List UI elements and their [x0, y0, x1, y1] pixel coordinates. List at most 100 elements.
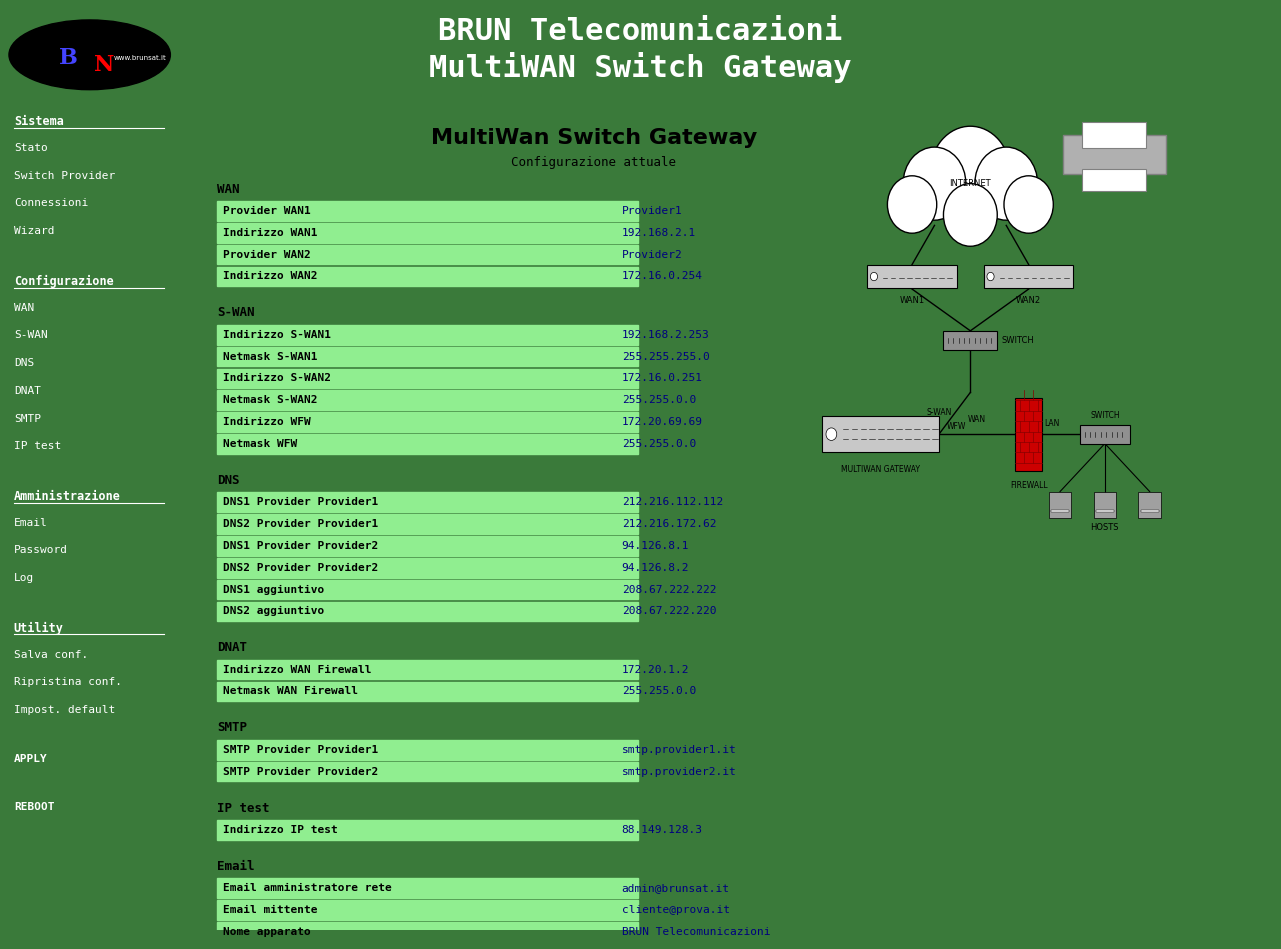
Text: Provider2: Provider2: [621, 250, 683, 260]
Bar: [218, 493, 638, 512]
Text: 208.67.222.220: 208.67.222.220: [621, 606, 716, 616]
Text: N: N: [94, 54, 114, 76]
Text: S-WAN: S-WAN: [218, 307, 255, 319]
Text: Email amministratore rete: Email amministratore rete: [223, 884, 392, 893]
Text: DNS2 Provider Provider2: DNS2 Provider Provider2: [223, 563, 378, 572]
Circle shape: [826, 428, 836, 440]
Text: Connessioni: Connessioni: [14, 198, 88, 209]
Circle shape: [870, 272, 877, 281]
Bar: [218, 514, 638, 534]
Text: SMTP Provider Provider1: SMTP Provider Provider1: [223, 745, 378, 754]
Bar: [218, 681, 638, 701]
Text: smtp.provider2.it: smtp.provider2.it: [621, 767, 737, 776]
Text: www.brunsat.it: www.brunsat.it: [114, 55, 167, 61]
Bar: [218, 223, 638, 243]
Text: Indirizzo WAN2: Indirizzo WAN2: [223, 271, 318, 282]
Bar: [1082, 170, 1146, 191]
Text: Indirizzo IP test: Indirizzo IP test: [223, 825, 338, 835]
Circle shape: [943, 184, 997, 247]
Text: Provider WAN2: Provider WAN2: [223, 250, 310, 260]
Text: DNS1 Provider Provider1: DNS1 Provider Provider1: [223, 497, 378, 507]
Text: Email mittente: Email mittente: [223, 905, 318, 915]
Bar: [218, 922, 638, 941]
Bar: [1080, 425, 1130, 443]
Text: MultiWAN Switch Gateway: MultiWAN Switch Gateway: [429, 52, 852, 84]
Bar: [867, 265, 957, 288]
Text: SWITCH: SWITCH: [1090, 411, 1120, 419]
Text: 208.67.222.222: 208.67.222.222: [621, 585, 716, 594]
Text: SMTP: SMTP: [14, 414, 41, 423]
Text: 88.149.128.3: 88.149.128.3: [621, 825, 703, 835]
Bar: [218, 879, 638, 898]
Text: Log: Log: [14, 573, 35, 583]
Text: DNS: DNS: [14, 358, 35, 368]
Text: Netmask S-WAN2: Netmask S-WAN2: [223, 395, 318, 405]
Bar: [218, 390, 638, 410]
Bar: [218, 558, 638, 578]
Text: Configurazione: Configurazione: [14, 275, 114, 288]
Text: WAN: WAN: [14, 303, 35, 312]
Text: BRUN Telecomunicazioni: BRUN Telecomunicazioni: [438, 17, 843, 47]
Ellipse shape: [9, 20, 170, 90]
Text: 94.126.8.1: 94.126.8.1: [621, 541, 689, 550]
Text: Amministrazione: Amministrazione: [14, 490, 120, 503]
Text: MultiWan Switch Gateway: MultiWan Switch Gateway: [430, 128, 757, 148]
Bar: [218, 245, 638, 265]
Text: DNS2 Provider Provider1: DNS2 Provider Provider1: [223, 519, 378, 529]
Text: Salva conf.: Salva conf.: [14, 649, 88, 660]
Bar: [218, 580, 638, 600]
Text: FIREWALL: FIREWALL: [1009, 481, 1048, 490]
Text: 192.168.2.253: 192.168.2.253: [621, 329, 710, 340]
Text: Netmask S-WAN1: Netmask S-WAN1: [223, 351, 318, 362]
Text: HOSTS: HOSTS: [1090, 523, 1120, 531]
Text: DNS1 Provider Provider2: DNS1 Provider Provider2: [223, 541, 378, 550]
Text: 172.20.1.2: 172.20.1.2: [621, 664, 689, 675]
Bar: [218, 368, 638, 388]
Bar: [218, 412, 638, 432]
Text: Email: Email: [218, 860, 255, 873]
Bar: [218, 660, 638, 679]
Text: WAN: WAN: [218, 182, 240, 195]
Text: admin@brunsat.it: admin@brunsat.it: [621, 884, 730, 893]
Text: SMTP: SMTP: [218, 721, 247, 735]
Bar: [218, 267, 638, 287]
Text: Netmask WAN Firewall: Netmask WAN Firewall: [223, 686, 357, 697]
Text: Provider1: Provider1: [621, 206, 683, 216]
Text: REBOOT: REBOOT: [14, 802, 54, 812]
Bar: [218, 325, 638, 344]
Bar: [218, 602, 638, 622]
Bar: [1063, 136, 1166, 174]
Text: Indirizzo S-WAN2: Indirizzo S-WAN2: [223, 373, 330, 383]
Text: Netmask WFW: Netmask WFW: [223, 438, 297, 449]
Bar: [1141, 510, 1159, 512]
Text: smtp.provider1.it: smtp.provider1.it: [621, 745, 737, 754]
Text: APPLY: APPLY: [14, 754, 47, 764]
Text: Sistema: Sistema: [14, 116, 64, 128]
Bar: [218, 820, 638, 840]
Text: Indirizzo WFW: Indirizzo WFW: [223, 417, 310, 427]
Text: Password: Password: [14, 546, 68, 555]
Text: 255.255.255.0: 255.255.255.0: [621, 351, 710, 362]
Text: Indirizzo WAN1: Indirizzo WAN1: [223, 228, 318, 238]
Text: Nome apparato: Nome apparato: [223, 927, 310, 937]
Text: SWITCH: SWITCH: [1002, 336, 1035, 344]
Bar: [1097, 510, 1114, 512]
Text: Configurazione attuale: Configurazione attuale: [511, 156, 676, 169]
Bar: [1050, 510, 1068, 512]
Text: WAN: WAN: [968, 415, 986, 423]
Text: INTERNET: INTERNET: [949, 179, 991, 188]
Circle shape: [1004, 176, 1053, 233]
Circle shape: [975, 147, 1038, 220]
Text: WAN2: WAN2: [1016, 296, 1041, 305]
Text: Indirizzo S-WAN1: Indirizzo S-WAN1: [223, 329, 330, 340]
Bar: [218, 740, 638, 759]
Circle shape: [888, 176, 936, 233]
Bar: [943, 331, 997, 349]
Text: Stato: Stato: [14, 143, 47, 153]
Text: 172.16.0.251: 172.16.0.251: [621, 373, 703, 383]
Text: 172.20.69.69: 172.20.69.69: [621, 417, 703, 427]
Text: Switch Provider: Switch Provider: [14, 171, 115, 180]
Text: 192.168.2.1: 192.168.2.1: [621, 228, 696, 238]
Text: BRUN Telecomunicazioni: BRUN Telecomunicazioni: [621, 927, 770, 937]
Circle shape: [930, 126, 1011, 220]
